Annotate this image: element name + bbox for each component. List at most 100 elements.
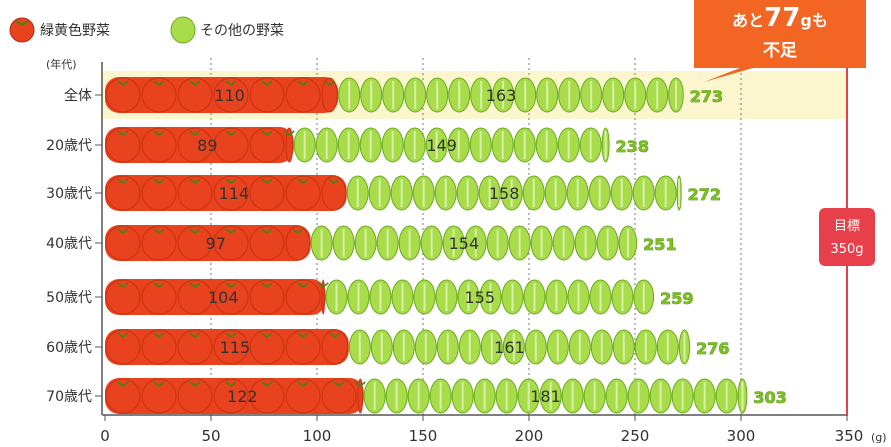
tomato-icon xyxy=(285,77,321,113)
category-label: 60歳代 xyxy=(46,340,92,356)
tomato-leaf-icon xyxy=(261,178,273,184)
tomato-icon xyxy=(177,127,213,163)
tomato-icon xyxy=(321,77,338,113)
value-label-other-veg: 149 xyxy=(426,136,457,155)
total-label: 276 xyxy=(696,339,729,358)
x-tick-label: 150 xyxy=(409,427,438,445)
tomato-icon xyxy=(105,77,141,113)
tomato-icon xyxy=(321,175,347,211)
tomato-icon xyxy=(105,378,141,414)
tomato-icon xyxy=(321,279,325,315)
tomato-leaf-icon xyxy=(189,178,201,184)
tomato-leaf-icon xyxy=(117,381,129,387)
tomato-icon xyxy=(141,77,177,113)
bar-row: 全体 110 163 273 xyxy=(64,77,723,113)
tomato-icon xyxy=(285,127,294,163)
tomato-leaf-icon xyxy=(153,130,165,136)
tomato-icon xyxy=(249,175,285,211)
tomato-icon xyxy=(321,378,357,414)
value-label-other-veg: 155 xyxy=(465,288,496,307)
tomato-icon xyxy=(213,279,249,315)
total-label: 303 xyxy=(753,388,786,407)
tomato-icon xyxy=(141,175,177,211)
tomato-icon xyxy=(213,329,249,365)
legend-label-other-veg: その他の野菜 xyxy=(200,23,284,39)
tomato-icon xyxy=(249,329,285,365)
x-tick-label: 300 xyxy=(727,427,756,445)
segment-other-veg xyxy=(348,329,691,365)
tomato-icon xyxy=(177,378,213,414)
tomato-leaf-icon xyxy=(297,282,309,288)
tomato-icon xyxy=(285,225,311,261)
category-label: 30歳代 xyxy=(46,186,92,202)
segment-other-veg xyxy=(338,77,684,113)
tomato-leaf-icon xyxy=(261,381,273,387)
category-label: 70歳代 xyxy=(46,389,92,405)
tomato-leaf-icon xyxy=(225,282,237,288)
tomato-leaf-icon xyxy=(261,130,273,136)
tomato-icon xyxy=(177,279,213,315)
callout-line1: あと77gも xyxy=(732,3,828,33)
legend-label-green-yellow-veg: 緑黄色野菜 xyxy=(40,22,110,39)
tomato-leaf-icon xyxy=(292,228,304,234)
cabbage-legend-icon xyxy=(170,16,196,44)
value-label-green-yellow-veg: 104 xyxy=(208,288,239,307)
x-tick-label: 0 xyxy=(100,427,110,445)
tomato-icon xyxy=(285,279,321,315)
value-label-green-yellow-veg: 110 xyxy=(214,86,245,105)
tomato-leaf-icon xyxy=(354,381,366,387)
value-label-other-veg: 163 xyxy=(486,86,517,105)
value-label-green-yellow-veg: 114 xyxy=(219,184,250,203)
tomato-leaf-icon xyxy=(297,381,309,387)
target-label-line1: 目標 xyxy=(834,219,860,234)
category-label: 20歳代 xyxy=(46,138,92,154)
tomato-leaf-icon xyxy=(261,228,273,234)
value-label-green-yellow-veg: 97 xyxy=(206,234,226,253)
tomato-leaf-icon xyxy=(297,332,309,338)
tomato-leaf-icon xyxy=(297,178,309,184)
bar-row: 30歳代 114 158 272 xyxy=(46,175,721,211)
x-tick-label: 250 xyxy=(621,427,650,445)
tomato-leaf-icon xyxy=(297,80,309,86)
tomato-leaf-icon xyxy=(117,80,129,86)
segment-green-yellow-veg xyxy=(105,175,347,211)
tomato-leaf-icon xyxy=(189,80,201,86)
total-label: 259 xyxy=(660,289,693,308)
tomato-icon xyxy=(177,225,213,261)
tomato-leaf-legend-icon xyxy=(15,20,29,27)
tomato-icon xyxy=(177,77,213,113)
value-label-other-veg: 181 xyxy=(530,387,561,406)
value-label-green-yellow-veg: 122 xyxy=(227,387,258,406)
callout-box xyxy=(694,0,866,68)
tomato-icon xyxy=(249,378,285,414)
tomato-leaf-icon xyxy=(261,332,273,338)
tomato-icon xyxy=(105,279,141,315)
segment-other-veg xyxy=(363,378,748,414)
segment-other-veg xyxy=(346,175,682,211)
segment-green-yellow-veg xyxy=(105,225,311,261)
tomato-icon xyxy=(321,329,349,365)
total-label: 273 xyxy=(690,87,723,106)
tomato-leaf-icon xyxy=(153,178,165,184)
segment-green-yellow-veg xyxy=(105,77,339,113)
tomato-leaf-icon xyxy=(225,130,237,136)
tomato-icon xyxy=(177,329,213,365)
segment-other-veg xyxy=(325,279,655,315)
tomato-leaf-icon xyxy=(328,178,340,184)
tomato-icon xyxy=(249,77,285,113)
tomato-icon xyxy=(141,127,177,163)
tomato-leaf-icon xyxy=(117,130,129,136)
value-label-other-veg: 161 xyxy=(494,338,525,357)
segment-other-veg xyxy=(310,225,638,261)
tomato-icon xyxy=(213,378,249,414)
tomato-icon xyxy=(105,329,141,365)
tomato-icon xyxy=(249,225,285,261)
tomato-icon xyxy=(105,225,141,261)
tomato-leaf-icon xyxy=(117,178,129,184)
value-label-green-yellow-veg: 115 xyxy=(220,338,251,357)
tomato-leaf-icon xyxy=(283,130,295,136)
x-tick-label: 100 xyxy=(303,427,332,445)
tomato-leaf-icon xyxy=(117,282,129,288)
tomato-icon xyxy=(141,378,177,414)
